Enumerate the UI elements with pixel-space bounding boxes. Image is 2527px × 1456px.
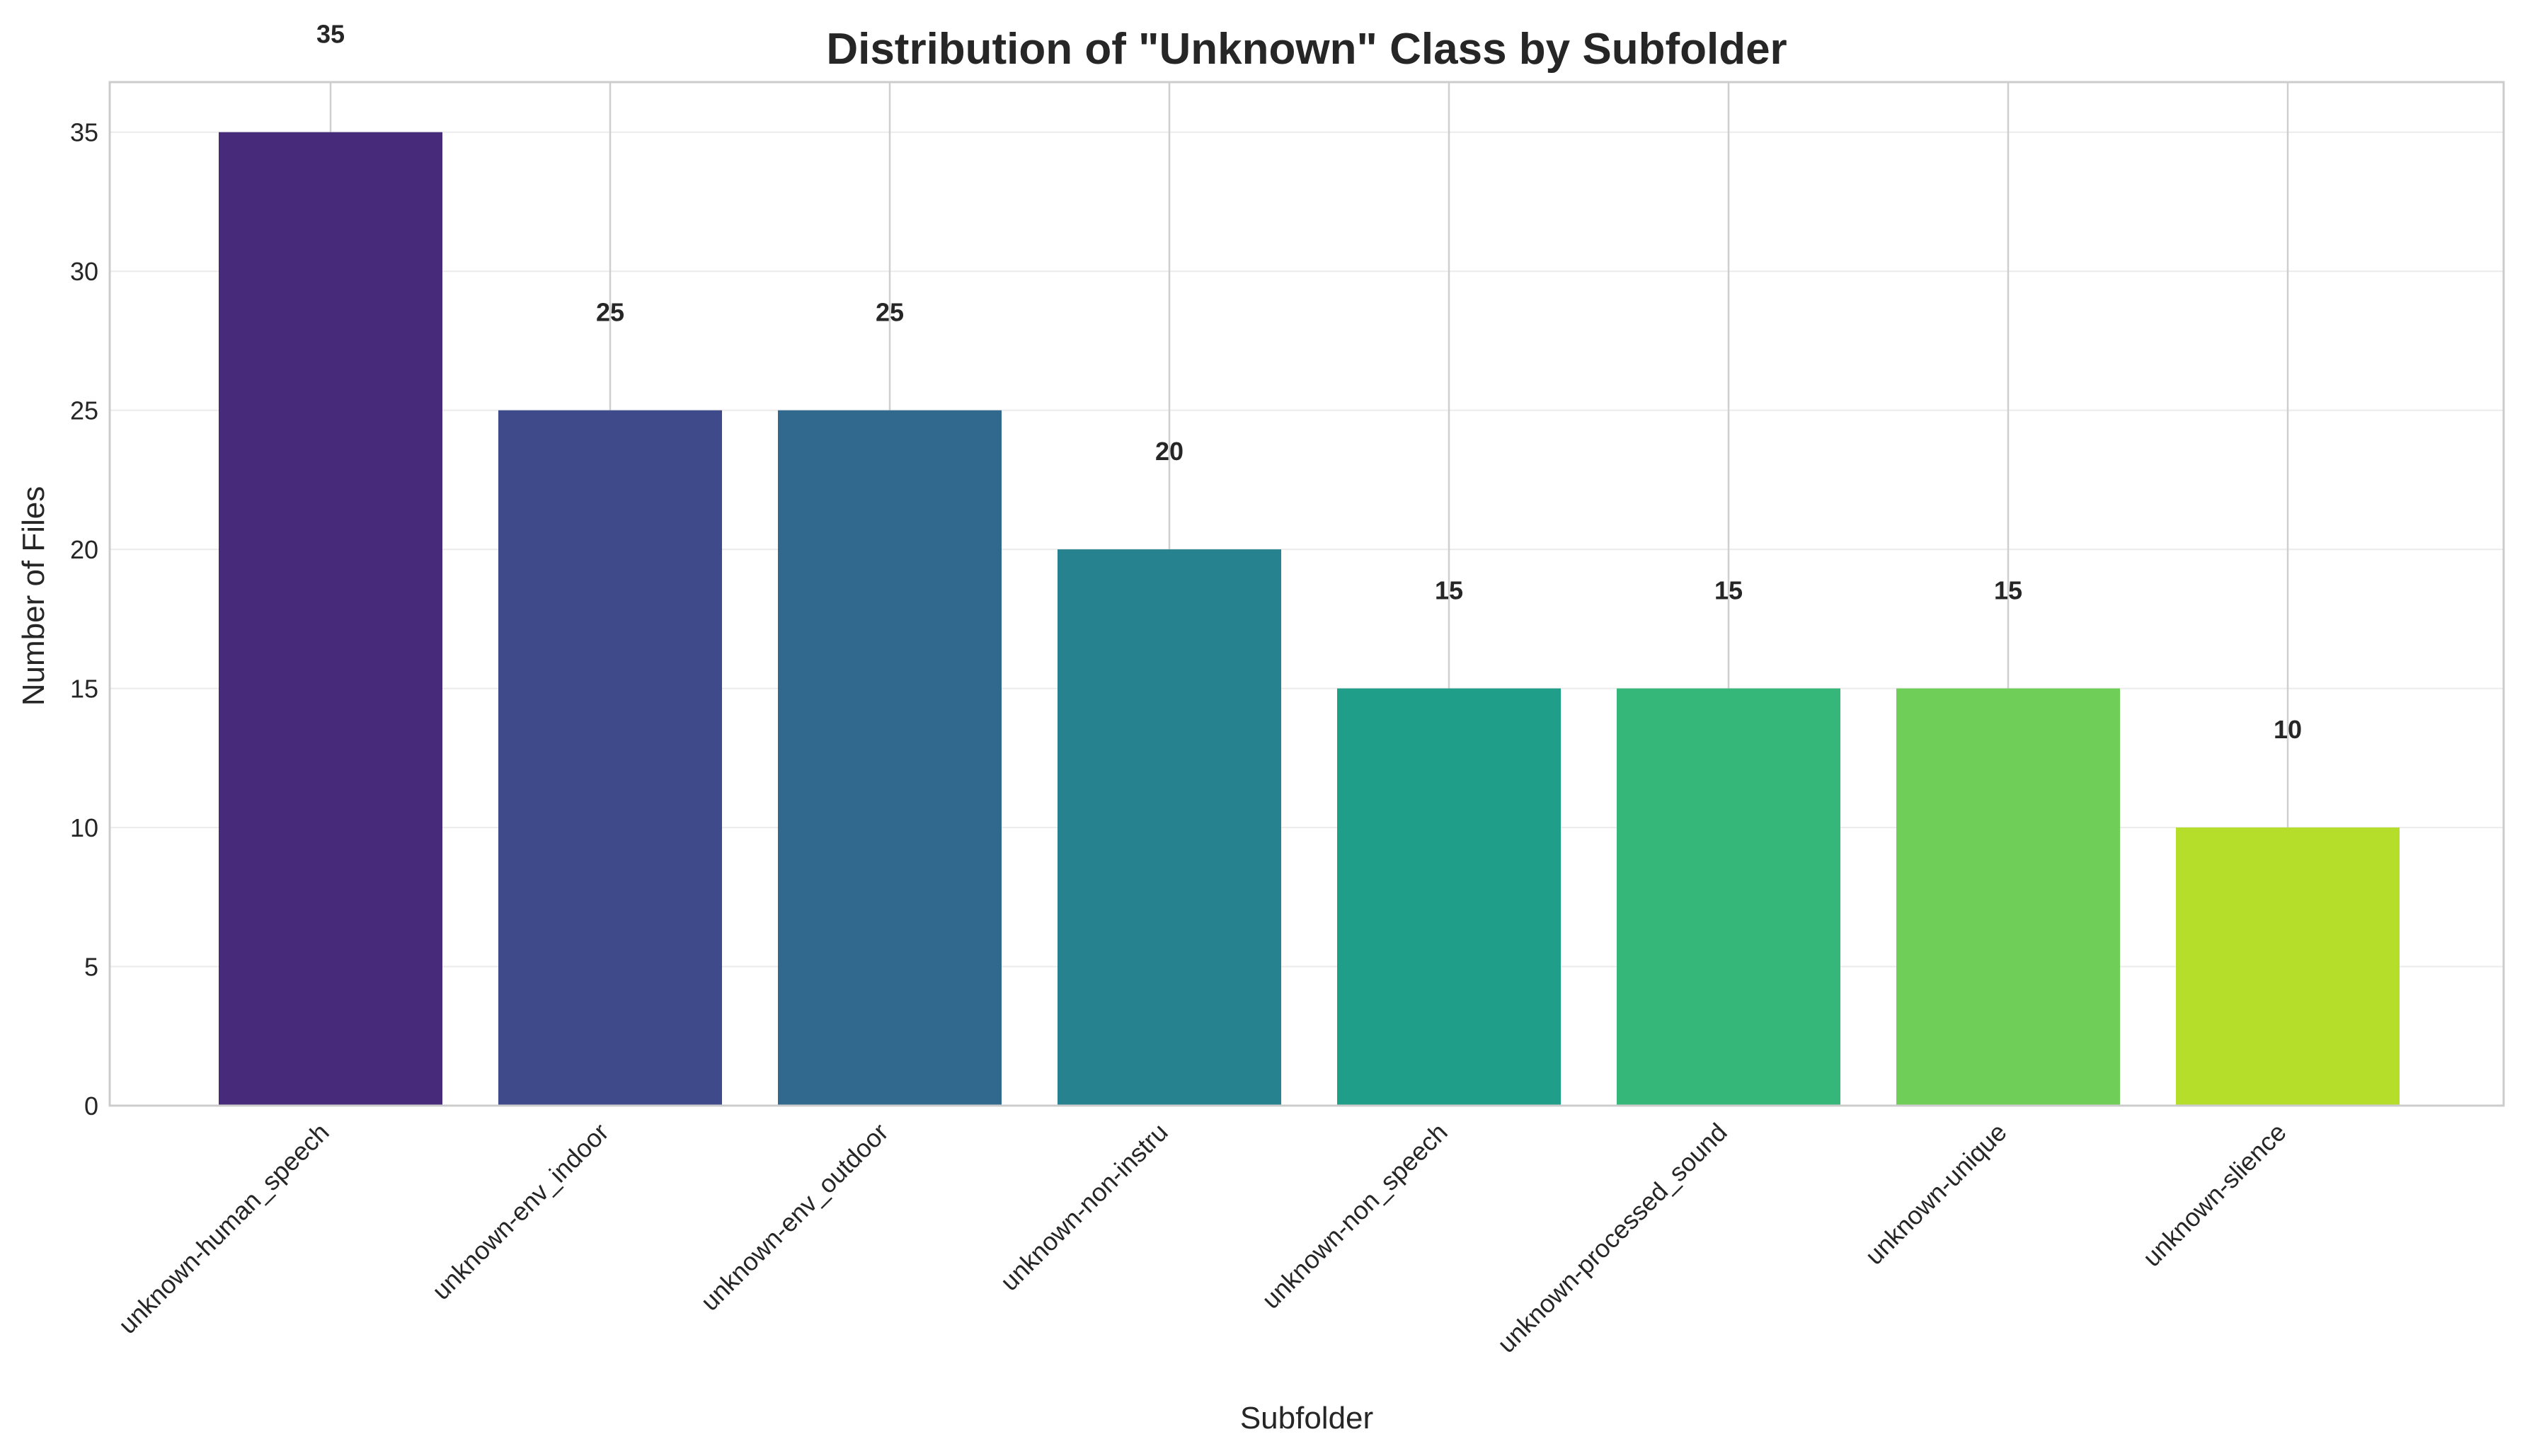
bar-unknown-env_indoor xyxy=(498,410,722,1106)
chart-title: Distribution of "Unknown" Class by Subfo… xyxy=(826,25,1787,74)
bar-unknown-human_speech xyxy=(219,132,442,1106)
x-axis-label: Subfolder xyxy=(1240,1401,1373,1435)
value-label: 15 xyxy=(1714,576,1743,605)
y-tick-label: 10 xyxy=(70,813,98,842)
bars xyxy=(219,132,2400,1106)
y-tick-label: 20 xyxy=(70,535,98,564)
value-label: 25 xyxy=(876,298,904,327)
value-label: 10 xyxy=(2274,715,2302,744)
y-tick-label: 0 xyxy=(84,1091,98,1120)
y-tick-label: 25 xyxy=(70,396,98,425)
bar-unknown-non_speech xyxy=(1337,688,1561,1106)
value-labels: 35 25 25 20 15 15 15 10 xyxy=(316,20,2302,744)
bar-unknown-slience xyxy=(2176,827,2400,1106)
bar-unknown-env_outdoor xyxy=(778,410,1002,1106)
y-axis-label: Number of Files xyxy=(16,486,51,706)
y-tick-label: 35 xyxy=(70,118,98,147)
y-tick-label: 5 xyxy=(84,953,98,982)
bar-unknown-unique xyxy=(1896,688,2120,1106)
bar-unknown-non-instru xyxy=(1058,549,1281,1106)
y-axis-ticks: 0 5 10 15 20 25 30 35 xyxy=(70,118,98,1120)
plot-frame xyxy=(108,81,2505,1107)
value-label: 20 xyxy=(1155,437,1184,466)
bar-unknown-processed_sound xyxy=(1617,688,1840,1106)
value-label: 25 xyxy=(596,298,624,327)
value-label: 35 xyxy=(316,20,345,49)
value-label: 15 xyxy=(1435,576,1463,605)
value-label: 15 xyxy=(1994,576,2022,605)
y-tick-label: 15 xyxy=(70,675,98,704)
y-tick-label: 30 xyxy=(70,257,98,286)
